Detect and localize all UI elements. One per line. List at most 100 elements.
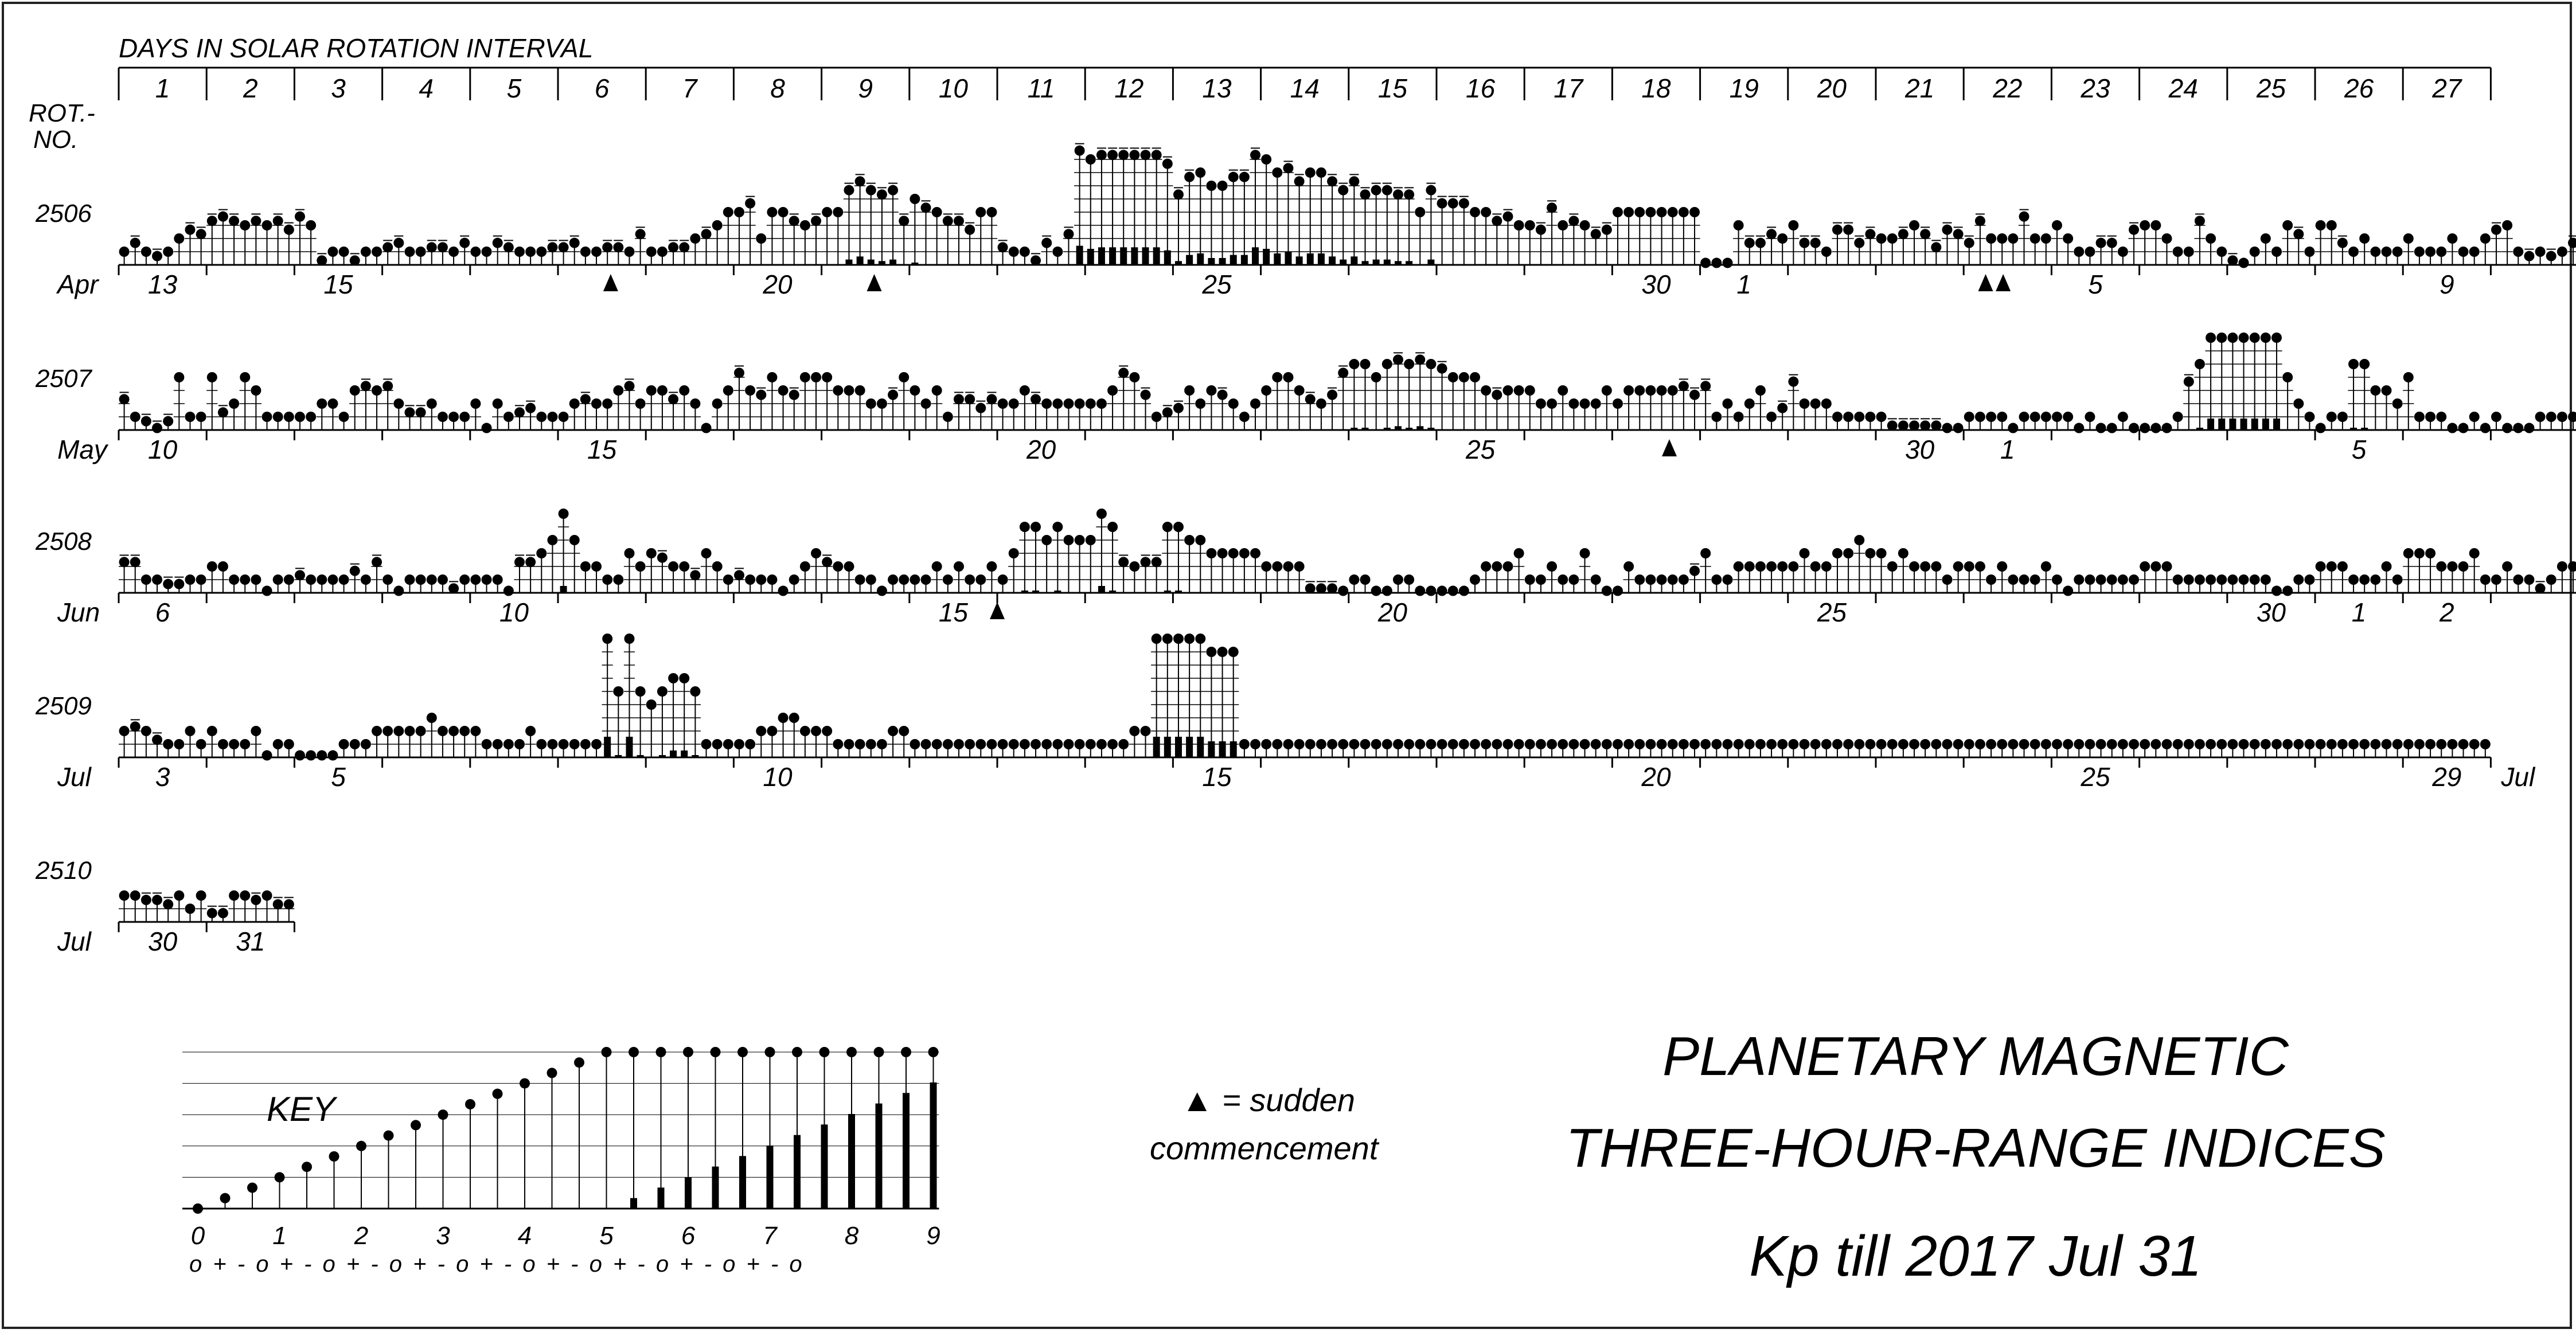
- day-number: 9: [858, 73, 873, 103]
- kp-point: [1217, 181, 1228, 191]
- kp-point: [1327, 739, 1338, 749]
- date-label: 15: [1202, 762, 1232, 792]
- kp-point: [2337, 739, 2348, 749]
- kp-point: [1063, 535, 1074, 545]
- kp-point: [1437, 739, 1447, 749]
- kp-point: [2414, 548, 2425, 558]
- kp-point: [1272, 739, 1283, 749]
- kp-point: [492, 739, 503, 749]
- kp-point: [437, 412, 448, 422]
- kp-point: [602, 398, 613, 409]
- kp-point: [536, 412, 547, 422]
- kp-point: [217, 211, 228, 222]
- kp-point: [2249, 574, 2260, 585]
- rotation-row: 2508JunJul6101520253012: [35, 509, 2576, 627]
- kp-point: [580, 561, 591, 572]
- kp-point: [1096, 150, 1107, 161]
- kp-point: [1821, 247, 1832, 257]
- kp-point: [1019, 522, 1030, 532]
- kp-storm-bar: [867, 259, 875, 265]
- kp-point: [2074, 247, 2085, 257]
- kp-point: [1492, 389, 1502, 400]
- rotation-row: 2509 Jul Jul 3 5 10 15 20 25 29: [35, 634, 2536, 792]
- kp-point: [1568, 574, 1579, 585]
- kp-storm-bar: [1142, 247, 1149, 265]
- kp-point: [1173, 189, 1184, 200]
- kp-point: [426, 398, 437, 409]
- key-point: [492, 1088, 503, 1099]
- kp-point: [2238, 257, 2249, 268]
- kp-point: [2129, 739, 2140, 749]
- kp-point: [1371, 739, 1381, 749]
- kp-point: [1579, 548, 1590, 558]
- kp-point: [1579, 398, 1590, 409]
- kp-point: [1590, 398, 1601, 409]
- kp-point: [459, 237, 470, 248]
- kp-point: [997, 574, 1008, 585]
- kp-point: [2117, 247, 2128, 257]
- kp-point: [756, 233, 767, 244]
- kp-point: [251, 385, 261, 396]
- kp-point: [327, 247, 338, 257]
- kp-point: [1250, 150, 1261, 161]
- kp-point: [1063, 229, 1074, 240]
- kp-point: [2370, 247, 2381, 257]
- day-number: 1: [155, 73, 170, 103]
- kp-storm-bar: [1306, 253, 1314, 265]
- kp-point: [229, 739, 240, 749]
- rotation-rows: 2506AprMay13152025301592507MayJun1015202…: [35, 143, 2576, 956]
- kp-point: [1360, 574, 1371, 585]
- kp-point: [2447, 739, 2458, 749]
- kp-point: [635, 398, 646, 409]
- kp-point: [1228, 398, 1239, 409]
- kp-point: [723, 739, 733, 749]
- kp-point: [1294, 739, 1305, 749]
- kp-point: [558, 242, 569, 253]
- date-label: 2: [2439, 597, 2454, 627]
- kp-point: [2359, 233, 2370, 244]
- kp-point: [1239, 412, 1250, 422]
- kp-point: [1722, 398, 1733, 409]
- kp-point: [2129, 574, 2140, 585]
- kp-point: [1008, 247, 1019, 257]
- kp-point: [1085, 535, 1096, 545]
- kp-point: [338, 739, 349, 749]
- kp-point: [2359, 359, 2370, 369]
- kp-point: [1953, 561, 1964, 572]
- kp-point: [2019, 574, 2029, 585]
- kp-storm-bar: [889, 259, 897, 265]
- kp-point: [1601, 224, 1612, 235]
- kp-point: [1008, 739, 1019, 749]
- kp-point: [1272, 372, 1283, 382]
- kp-point: [2535, 247, 2546, 257]
- kp-point: [1470, 739, 1481, 749]
- kp-point: [635, 229, 646, 240]
- kp-point: [1920, 420, 1931, 431]
- kp-point: [1173, 522, 1184, 532]
- day-number: 26: [2344, 73, 2374, 103]
- kp-point: [733, 739, 744, 749]
- date-label: 5: [331, 762, 346, 792]
- key-number: 1: [272, 1222, 286, 1250]
- kp-point: [910, 194, 920, 204]
- kp-point: [294, 570, 305, 581]
- kp-point: [1404, 359, 1415, 369]
- kp-point: [2194, 739, 2205, 749]
- kp-storm-bar: [1295, 256, 1303, 265]
- kp-point: [1052, 522, 1063, 532]
- kp-point: [1206, 548, 1217, 558]
- kp-point: [1129, 150, 1140, 161]
- kp-point: [459, 412, 470, 422]
- key-storm-bar: [821, 1124, 828, 1209]
- day-number: 27: [2431, 73, 2462, 103]
- kp-point: [778, 385, 789, 396]
- kp-point: [1008, 398, 1019, 409]
- kp-point: [1547, 202, 1558, 213]
- kp-point: [789, 216, 799, 226]
- kp-point: [503, 242, 514, 253]
- date-label: 9: [2440, 269, 2454, 299]
- kp-storm-bar: [1164, 250, 1171, 265]
- kp-point: [2447, 233, 2458, 244]
- kp-point: [426, 713, 437, 723]
- kp-storm-bar: [1252, 247, 1259, 265]
